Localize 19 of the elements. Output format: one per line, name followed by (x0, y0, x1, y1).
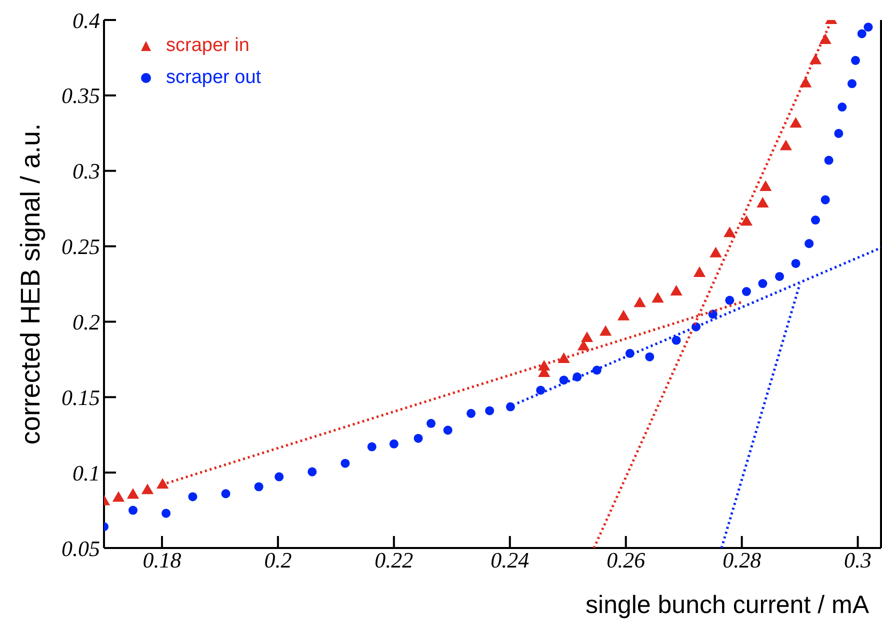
y-tick-label: 0.3 (72, 158, 100, 184)
x-tick-label: 0.24 (490, 548, 530, 573)
y-tick-label: 0.25 (62, 234, 100, 260)
legend-label: scraper in (166, 35, 250, 57)
x-tick-label: 0.3 (844, 548, 872, 573)
x-tick-label: 0.18 (142, 548, 182, 573)
y-tick-label: 0.4 (72, 8, 100, 33)
x-axis-title: single bunch current / mA (586, 591, 870, 619)
x-tick-label: 0.2 (264, 548, 292, 573)
x-tick-label: 0.26 (606, 548, 646, 573)
y-tick-label: 0.1 (72, 460, 100, 486)
y-tick-label: 0.05 (62, 536, 100, 561)
y-tick-label: 0.2 (72, 310, 100, 335)
x-tick-label: 0.22 (374, 548, 414, 573)
y-tick-label: 0.15 (62, 384, 100, 410)
y-tick-label: 0.35 (62, 83, 100, 108)
legend-label: scraper out (166, 67, 262, 89)
y-axis-title: corrected HEB signal / a.u. (16, 123, 46, 445)
x-tick-label: 0.28 (722, 548, 762, 573)
